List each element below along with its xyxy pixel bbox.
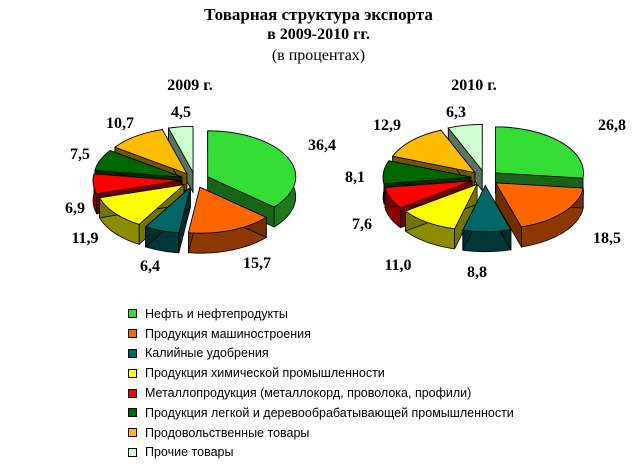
pie-slice: [392, 129, 476, 174]
pie-chart: 26,8 18,5 8,8 11,0 7,6 8,1 12,9 6,3 2010 г.: [345, 77, 626, 281]
pie-slice: [92, 173, 182, 195]
data-label: 6,4: [140, 258, 160, 275]
pie-slice: [114, 129, 188, 175]
chart-units: (в процентах): [271, 47, 366, 64]
legend-item: Прочие товары: [128, 443, 514, 463]
data-label: 6,9: [65, 200, 85, 217]
data-label: 6,3: [446, 104, 466, 121]
data-label: 8,8: [467, 264, 487, 281]
legend-swatch: [128, 388, 137, 398]
legend-label: Продукция машиностроения: [145, 326, 311, 341]
legend-swatch: [128, 348, 137, 358]
data-label: 26,8: [598, 117, 626, 134]
data-label: 15,7: [243, 255, 271, 272]
pie-title: 2010 г.: [451, 77, 496, 94]
data-label: 36,4: [308, 137, 336, 154]
data-label: 7,6: [352, 216, 372, 233]
pie-slice: [404, 183, 478, 230]
legend-label: Нефть и нефтепродукты: [145, 306, 288, 321]
legend-item: Продукция химической промышленности: [128, 363, 514, 383]
legend-item: Калийные удобрения: [128, 344, 514, 364]
legend: Нефть и нефтепродукты Продукция машиностр…: [128, 304, 514, 462]
data-label: 4,5: [171, 104, 191, 121]
legend-label: Прочие товары: [145, 445, 234, 460]
pie-slice: [495, 182, 584, 228]
pie-slice: [384, 180, 473, 209]
pie-slice: [207, 130, 297, 208]
data-label: 8,1: [345, 169, 365, 186]
legend-item: Продовольственные товары: [128, 423, 514, 443]
data-label: 18,5: [593, 230, 621, 247]
legend-label: Продукция химической промышленности: [145, 366, 385, 381]
legend-item: Продукция машиностроения: [128, 324, 514, 344]
legend-label: Калийные удобрения: [145, 346, 269, 361]
data-label: 11,0: [384, 257, 411, 274]
legend-label: Продовольственные товары: [145, 425, 310, 440]
legend-swatch: [128, 329, 137, 339]
legend-item: Металлопродукция (металлокорд, проволока…: [128, 383, 514, 403]
pie-slice: [167, 125, 194, 174]
pie-slice: [382, 160, 472, 185]
legend-swatch: [128, 447, 137, 457]
pie-slice: [494, 126, 584, 179]
pie-slice: [447, 124, 483, 172]
pie-title: 2009 г.: [167, 77, 212, 94]
pie-slice: [94, 150, 183, 178]
chart-title: Товарная структура экспорта: [204, 5, 433, 24]
data-label: 12,9: [373, 117, 401, 134]
legend-item: Продукция легкой и деревообрабатывающей …: [128, 403, 514, 423]
legend-swatch: [128, 368, 137, 378]
pie-slice: [187, 186, 268, 234]
pie-slice: [462, 184, 512, 233]
data-label: 10,7: [106, 115, 134, 132]
pie-slice: [98, 184, 186, 225]
data-label: 7,5: [70, 146, 90, 163]
legend-item: Нефть и нефтепродукты: [128, 304, 514, 324]
pie-slice: [144, 186, 192, 234]
data-label: 11,9: [71, 230, 98, 247]
legend-swatch: [128, 309, 137, 319]
legend-swatch: [128, 408, 137, 418]
legend-label: Металлопродукция (металлокорд, проволока…: [145, 386, 472, 401]
legend-label: Продукция легкой и деревообрабатывающей …: [145, 405, 514, 420]
legend-swatch: [128, 428, 137, 438]
chart-subtitle: в 2009-2010 гг.: [267, 26, 370, 43]
pie-charts: 36,4 15,7 6,4 11,9 6,9 7,5 10,7 4,5 2009 г. 26,8 1…: [65, 77, 626, 281]
pie-chart: 36,4 15,7 6,4 11,9 6,9 7,5 10,7 4,5 2009 г.: [65, 77, 336, 275]
